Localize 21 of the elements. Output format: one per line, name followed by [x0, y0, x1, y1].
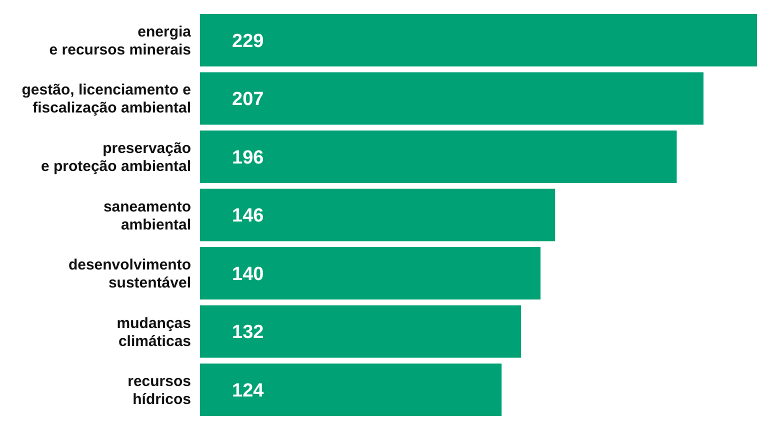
data-label: 124	[232, 380, 264, 402]
y-tick-label: recursos hídricos	[128, 373, 191, 408]
y-tick-label: mudanças climáticas	[116, 314, 191, 350]
y-tick-label: gestão, licenciamento e fiscalização ambiental	[22, 82, 191, 117]
y-tick-label: preservação e proteção ambiental	[40, 140, 191, 175]
data-label: 207	[232, 89, 264, 110]
data-label: 140	[232, 264, 264, 285]
data-label: 229	[232, 30, 264, 52]
y-tick-label: energia e recursos minerais	[49, 23, 192, 58]
y-tick-label: saneamento ambiental	[103, 198, 191, 234]
bar	[200, 305, 522, 358]
data-label: 196	[232, 147, 264, 168]
y-tick-label: desenvolvimento sustentável	[68, 256, 191, 292]
bar	[200, 14, 757, 66]
data-label: 146	[232, 206, 264, 227]
bar	[200, 364, 502, 416]
bar	[200, 247, 541, 300]
bar	[200, 188, 556, 242]
data-label: 132	[232, 322, 264, 344]
bar	[200, 72, 704, 125]
bar	[200, 130, 677, 183]
